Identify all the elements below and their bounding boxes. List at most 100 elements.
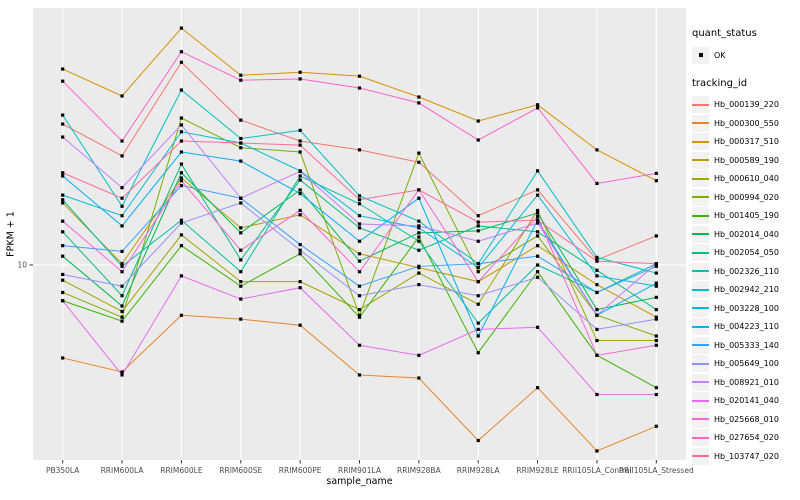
data-point [120, 249, 124, 254]
data-point [476, 321, 480, 325]
data-point [595, 327, 599, 332]
legend-item-Hb_103747_020: Hb_103747_020 [692, 447, 798, 466]
data-point [476, 138, 480, 142]
data-point [476, 266, 480, 270]
y-tick-label: 10 [17, 261, 27, 270]
data-point [298, 77, 302, 81]
data-point [654, 308, 658, 312]
legend-key-box [692, 46, 709, 64]
data-point [179, 274, 184, 278]
data-point [120, 214, 124, 218]
data-point [120, 309, 124, 314]
legend-item-Hb_027654_020: Hb_027654_020 [692, 429, 798, 448]
data-point [61, 230, 65, 234]
data-point [239, 146, 243, 150]
legend-line-icon [692, 233, 709, 236]
data-point [476, 334, 480, 338]
data-point [595, 313, 599, 317]
data-point [476, 229, 480, 233]
data-point [535, 230, 540, 234]
data-point [535, 254, 540, 258]
legend: quant_status OK tracking_id Hb_000139_22… [692, 28, 798, 479]
data-point [298, 169, 302, 174]
y-axis-title: FPKM + 1 [5, 211, 17, 257]
data-point [179, 176, 184, 180]
data-point [595, 283, 599, 287]
data-point [298, 188, 302, 192]
data-point [120, 154, 124, 158]
data-point [298, 208, 302, 213]
data-point [239, 284, 243, 288]
legend-item-label: Hb_000300_550 [714, 118, 779, 128]
data-point [298, 248, 302, 252]
data-point [120, 373, 124, 377]
data-point [357, 74, 362, 78]
legend-key-box [692, 392, 709, 410]
data-point [654, 317, 658, 321]
data-point [357, 148, 362, 152]
data-point [179, 218, 184, 222]
legend-key-box [692, 262, 709, 280]
data-point [239, 248, 243, 252]
data-point [239, 73, 243, 77]
data-point [476, 270, 480, 274]
data-point [357, 270, 362, 274]
data-point [476, 224, 480, 228]
data-point [239, 118, 243, 122]
data-point [417, 231, 421, 235]
legend-key-box [692, 336, 709, 354]
data-point [61, 135, 65, 139]
legend-item-Hb_002942_210: Hb_002942_210 [692, 281, 798, 300]
legend-item-Hb_025668_010: Hb_025668_010 [692, 410, 798, 429]
legend-item-Hb_000317_510: Hb_000317_510 [692, 133, 798, 152]
legend-item-label: Hb_027654_020 [714, 433, 779, 443]
data-point [476, 119, 480, 123]
data-point [298, 178, 302, 182]
data-point [595, 353, 599, 357]
legend-item-label: Hb_008921_010 [714, 377, 779, 387]
legend-item-Hb_000994_020: Hb_000994_020 [692, 188, 798, 207]
legend-item-Hb_004223_110: Hb_004223_110 [692, 318, 798, 337]
data-point [654, 386, 658, 390]
data-point [357, 86, 362, 90]
data-point [120, 264, 124, 268]
legend-item-label: Hb_000317_510 [714, 137, 779, 147]
data-point [61, 272, 65, 277]
x-axis: PB350LA RRIM600LA RRIM600LE RRIM600SE RRIM60… [46, 460, 694, 475]
legend-item-label: Hb_025668_010 [714, 414, 779, 424]
legend-item-label: Hb_003228_100 [714, 303, 779, 313]
data-point [357, 194, 362, 198]
data-point [357, 313, 362, 317]
data-point [535, 188, 540, 192]
legend-line-icon [692, 159, 709, 162]
data-point [654, 343, 658, 347]
data-point [120, 186, 124, 190]
legend-line-icon [692, 214, 709, 217]
data-point [61, 198, 65, 202]
data-point [476, 327, 480, 332]
legend-item-Hb_002014_040: Hb_002014_040 [692, 225, 798, 244]
data-point [120, 262, 124, 266]
legend-key-box [692, 410, 709, 428]
legend-items: Hb_000139_220 Hb_000300_550 Hb_000317_510 H… [692, 96, 798, 466]
legend-item-Hb_000589_190: Hb_000589_190 [692, 151, 798, 170]
legend-item-label: Hb_005333_140 [714, 340, 779, 350]
data-point [179, 88, 184, 92]
data-point [595, 148, 599, 152]
data-point [357, 284, 362, 288]
data-point [298, 174, 302, 178]
legend-key-box [692, 188, 709, 206]
data-point [120, 304, 124, 308]
data-point [417, 353, 421, 357]
legend-item-label: Hb_004223_110 [714, 322, 779, 332]
legend-key-box [692, 133, 709, 151]
legend-key-box [692, 355, 709, 373]
data-point [61, 299, 65, 303]
data-point [535, 214, 540, 219]
x-tick-label: RRII105LA_Stressed [619, 466, 694, 475]
legend-key-box [692, 429, 709, 447]
legend-item-label: Hb_001405_190 [714, 211, 779, 221]
legend-key-box [692, 373, 709, 391]
